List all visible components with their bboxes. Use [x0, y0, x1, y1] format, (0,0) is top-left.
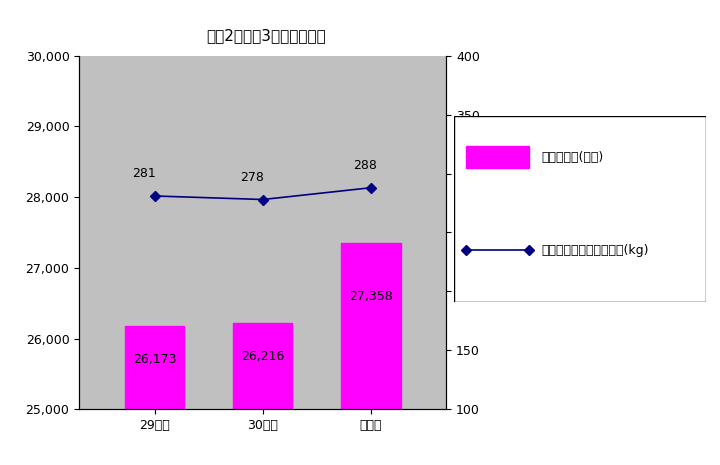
Text: 26,173: 26,173: [133, 353, 176, 366]
Text: 26,216: 26,216: [241, 350, 284, 363]
Bar: [125, 326, 184, 465]
Bar: [341, 243, 400, 465]
Text: 年間ごみ量(トン): 年間ごみ量(トン): [541, 151, 604, 164]
Text: 一人あたりの年間ごみ量(kg): 一人あたりの年間ごみ量(kg): [541, 244, 649, 257]
Text: 27,358: 27,358: [349, 290, 392, 303]
Text: 281: 281: [132, 167, 156, 180]
Text: 278: 278: [240, 171, 264, 184]
Bar: [233, 323, 292, 465]
Text: （表2）過去3年間のごみ量: （表2）過去3年間のごみ量: [207, 28, 326, 43]
Text: 288: 288: [354, 159, 377, 172]
